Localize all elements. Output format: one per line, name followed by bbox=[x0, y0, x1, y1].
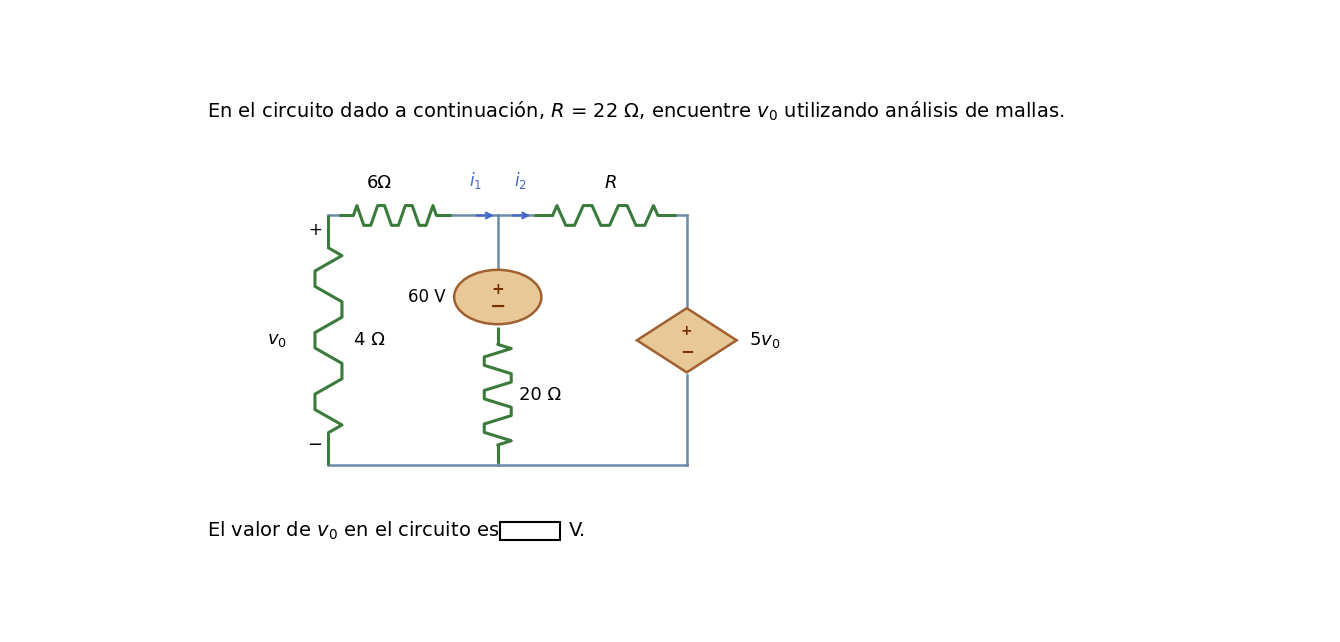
Text: $i_1$: $i_1$ bbox=[469, 169, 482, 191]
Text: $i_2$: $i_2$ bbox=[515, 169, 527, 191]
Text: $5v_0$: $5v_0$ bbox=[749, 330, 780, 351]
Text: 20 Ω: 20 Ω bbox=[519, 386, 560, 404]
Text: $v_0$: $v_0$ bbox=[267, 331, 287, 349]
Text: 4 Ω: 4 Ω bbox=[354, 331, 386, 349]
Text: +: + bbox=[681, 324, 693, 338]
Text: V.: V. bbox=[568, 521, 586, 541]
Text: En el circuito dado a continuación, $R$ = 22 Ω, encuentre $v_0$ utilizando análi: En el circuito dado a continuación, $R$ … bbox=[206, 100, 1064, 123]
Text: −: − bbox=[307, 437, 323, 455]
Text: 60 V: 60 V bbox=[409, 288, 446, 306]
FancyBboxPatch shape bbox=[500, 523, 560, 540]
Text: 6Ω: 6Ω bbox=[367, 174, 391, 192]
Text: +: + bbox=[492, 282, 504, 297]
Polygon shape bbox=[636, 308, 737, 372]
Text: $R$: $R$ bbox=[604, 174, 616, 192]
Ellipse shape bbox=[454, 270, 541, 324]
Text: El valor de $v_0$ en el circuito es: El valor de $v_0$ en el circuito es bbox=[206, 519, 500, 542]
Text: +: + bbox=[308, 221, 322, 239]
Text: −: − bbox=[679, 342, 694, 360]
Text: −: − bbox=[489, 297, 507, 316]
